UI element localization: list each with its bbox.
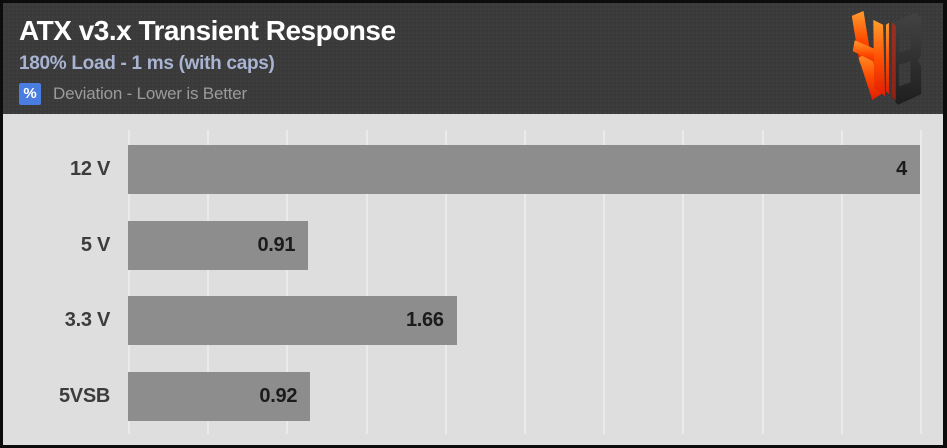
bar-value-label: 0.91 <box>257 233 296 256</box>
gridline <box>682 130 685 434</box>
gridline <box>444 130 447 434</box>
chart-header: ATX v3.x Transient Response 180% Load - … <box>3 3 943 114</box>
gridline <box>286 130 289 434</box>
gridline <box>920 130 922 434</box>
bar: 0.91 <box>128 220 309 270</box>
bar: 0.92 <box>128 372 311 422</box>
axis-note: Deviation - Lower is Better <box>53 83 247 103</box>
category-label: 5 V <box>80 233 110 256</box>
hardware-busters-logo-icon <box>851 11 922 105</box>
gridline <box>207 130 210 434</box>
gridline <box>761 130 764 434</box>
unit-badge-row: % Deviation - Lower is Better <box>19 82 943 105</box>
bar-chart: 12 V 4 5 V 0.91 3.3 V 1.66 5VSB 0.92 <box>3 114 943 445</box>
gridline <box>524 130 526 434</box>
category-label: 3.3 V <box>64 309 111 332</box>
gridline <box>128 130 130 434</box>
category-label: 5VSB <box>58 385 110 408</box>
chart-title: ATX v3.x Transient Response <box>19 15 396 46</box>
bar-value-label: 0.92 <box>259 385 298 408</box>
bar: 4 <box>128 145 920 194</box>
chart-inner: ATX v3.x Transient Response 180% Load - … <box>3 3 943 445</box>
chart-subtitle: 180% Load - 1 ms (with caps) <box>19 52 275 74</box>
bar: 1.66 <box>128 296 457 346</box>
percent-badge-icon: % <box>19 82 41 105</box>
bar-value-label: 4 <box>896 158 907 180</box>
bar-value-label: 1.66 <box>405 309 444 332</box>
gridline <box>365 130 368 434</box>
gridline <box>840 130 843 434</box>
category-label: 12 V <box>70 158 110 180</box>
gridline <box>603 130 606 434</box>
